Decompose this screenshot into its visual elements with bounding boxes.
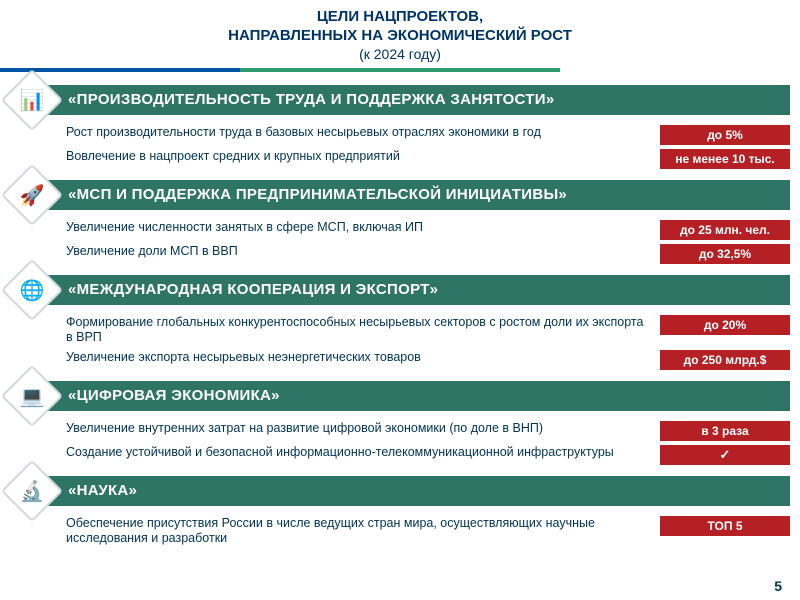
goal-text: Увеличение внутренних затрат на развитие…: [66, 421, 660, 437]
section-title: «ПРОИЗВОДИТЕЛЬНОСТЬ ТРУДА И ПОДДЕРЖКА ЗА…: [48, 85, 790, 115]
goal-row: Увеличение численности занятых в сфере М…: [66, 220, 790, 240]
header-line-2: НАПРАВЛЕННЫХ НА ЭКОНОМИЧЕСКИЙ РОСТ: [0, 27, 800, 46]
content-area: 📊 «ПРОИЗВОДИТЕЛЬНОСТЬ ТРУДА И ПОДДЕРЖКА …: [0, 78, 800, 548]
goal-row: Вовлечение в нацпроект средних и крупных…: [66, 149, 790, 169]
goal-badge: до 250 млрд.$: [660, 350, 790, 370]
goal-text: Обеспечение присутствия России в числе в…: [66, 516, 660, 547]
goal-row: Увеличение внутренних затрат на развитие…: [66, 421, 790, 441]
goal-badge: до 5%: [660, 125, 790, 145]
globe-icon: 🌐: [20, 277, 45, 302]
section-digital: 💻 «ЦИФРОВАЯ ЭКОНОМИКА» Увеличение внутре…: [10, 374, 790, 465]
microscope-icon: 🔬: [20, 478, 45, 503]
section-rows: Увеличение численности занятых в сфере М…: [10, 217, 790, 264]
goal-badge: не менее 10 тыс.: [660, 149, 790, 169]
goal-text: Увеличение экспорта несырьевых неэнергет…: [66, 350, 660, 366]
page-header: ЦЕЛИ НАЦПРОЕКТОВ, НАПРАВЛЕННЫХ НА ЭКОНОМ…: [0, 0, 800, 68]
section-rows: Рост производительности труда в базовых …: [10, 122, 790, 169]
goal-badge: ТОП 5: [660, 516, 790, 536]
header-line-3: (к 2024 году): [0, 46, 800, 62]
section-title: «ЦИФРОВАЯ ЭКОНОМИКА»: [48, 381, 790, 411]
goal-badge-check: ✓: [660, 445, 790, 465]
section-header: 🔬 «НАУКА»: [10, 469, 790, 513]
header-line-1: ЦЕЛИ НАЦПРОЕКТОВ,: [0, 8, 800, 27]
goal-badge: в 3 раза: [660, 421, 790, 441]
goal-row: Создание устойчивой и безопасной информа…: [66, 445, 790, 465]
goal-badge: до 25 млн. чел.: [660, 220, 790, 240]
section-header: 💻 «ЦИФРОВАЯ ЭКОНОМИКА»: [10, 374, 790, 418]
section-rows: Обеспечение присутствия России в числе в…: [10, 513, 790, 547]
goal-text: Создание устойчивой и безопасной информа…: [66, 445, 660, 461]
goal-row: Рост производительности труда в базовых …: [66, 125, 790, 145]
section-export: 🌐 «МЕЖДУНАРОДНАЯ КООПЕРАЦИЯ И ЭКСПОРТ» Ф…: [10, 268, 790, 370]
goal-row: Увеличение доли МСП в ВВП до 32,5%: [66, 244, 790, 264]
goal-text: Увеличение численности занятых в сфере М…: [66, 220, 660, 236]
section-msp: 🚀 «МСП И ПОДДЕРЖКА ПРЕДПРИНИМАТЕЛЬСКОЙ И…: [10, 173, 790, 264]
section-title: «МЕЖДУНАРОДНАЯ КООПЕРАЦИЯ И ЭКСПОРТ»: [48, 275, 790, 305]
header-divider: [0, 68, 800, 72]
section-title: «МСП И ПОДДЕРЖКА ПРЕДПРИНИМАТЕЛЬСКОЙ ИНИ…: [48, 180, 790, 210]
section-title: «НАУКА»: [48, 476, 790, 506]
page-number: 5: [774, 578, 782, 594]
goal-row: Увеличение экспорта несырьевых неэнергет…: [66, 350, 790, 370]
section-rows: Формирование глобальных конкурентоспособ…: [10, 312, 790, 370]
goal-text: Формирование глобальных конкурентоспособ…: [66, 315, 660, 346]
goal-badge: до 20%: [660, 315, 790, 335]
section-header: 📊 «ПРОИЗВОДИТЕЛЬНОСТЬ ТРУДА И ПОДДЕРЖКА …: [10, 78, 790, 122]
section-rows: Увеличение внутренних затрат на развитие…: [10, 418, 790, 465]
goal-row: Обеспечение присутствия России в числе в…: [66, 516, 790, 547]
computer-icon: 💻: [20, 383, 45, 408]
rocket-icon: 🚀: [20, 182, 45, 207]
goal-badge: до 32,5%: [660, 244, 790, 264]
goal-text: Рост производительности труда в базовых …: [66, 125, 660, 141]
goal-row: Формирование глобальных конкурентоспособ…: [66, 315, 790, 346]
goal-text: Увеличение доли МСП в ВВП: [66, 244, 660, 260]
section-science: 🔬 «НАУКА» Обеспечение присутствия России…: [10, 469, 790, 547]
section-header: 🌐 «МЕЖДУНАРОДНАЯ КООПЕРАЦИЯ И ЭКСПОРТ»: [10, 268, 790, 312]
section-header: 🚀 «МСП И ПОДДЕРЖКА ПРЕДПРИНИМАТЕЛЬСКОЙ И…: [10, 173, 790, 217]
section-productivity: 📊 «ПРОИЗВОДИТЕЛЬНОСТЬ ТРУДА И ПОДДЕРЖКА …: [10, 78, 790, 169]
chart-icon: 📊: [20, 87, 45, 112]
goal-text: Вовлечение в нацпроект средних и крупных…: [66, 149, 660, 165]
